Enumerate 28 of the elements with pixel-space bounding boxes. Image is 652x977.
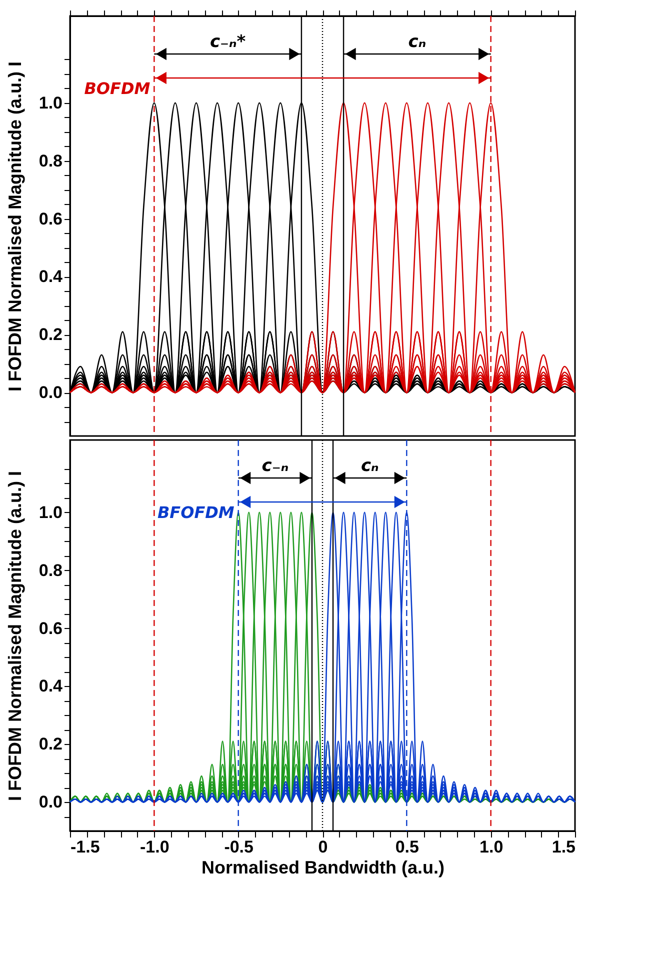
- x-axis-title: Normalised Bandwidth (a.u.): [201, 858, 445, 878]
- x-tick-label: -1.0: [140, 838, 170, 856]
- x-tick-label: -1.5: [70, 838, 100, 856]
- annotation: cₙ: [360, 456, 380, 476]
- y-tick-label: 0.0: [38, 383, 62, 402]
- y-tick-label: 0.8: [38, 151, 62, 170]
- x-tick-label: 0.5: [395, 838, 419, 856]
- y-tick-label: 0.4: [38, 267, 64, 286]
- annotation: BOFDM: [84, 79, 150, 98]
- y-tick-label: 1.0: [38, 93, 62, 112]
- y-tick-label: 0.2: [38, 325, 62, 344]
- x-tick-label: 1.5: [552, 838, 576, 856]
- y-tick-label: 0.6: [38, 618, 62, 638]
- y-tick-label: 0.0: [38, 792, 62, 812]
- annotation: c₋ₙ: [262, 456, 289, 476]
- y-axis-title: I FOFDM Normalised Magnitude (a.u.) I: [4, 61, 25, 392]
- annotation: cₙ: [408, 32, 426, 52]
- x-tick-label: -0.5: [224, 838, 254, 856]
- y-tick-label: 0.6: [38, 209, 62, 228]
- annotation: c₋ₙ*: [210, 32, 246, 52]
- annotation: BFOFDM: [157, 503, 234, 522]
- y-tick-label: 0.8: [38, 560, 62, 580]
- y-tick-label: 0.2: [38, 734, 62, 754]
- x-tick-label: 1.0: [480, 838, 504, 856]
- y-tick-label: 0.4: [38, 676, 64, 696]
- y-axis-title: I FOFDM Normalised Magnitude (a.u.) I: [4, 470, 25, 802]
- x-tick-label: 0: [318, 838, 328, 856]
- y-tick-label: 1.0: [38, 502, 62, 522]
